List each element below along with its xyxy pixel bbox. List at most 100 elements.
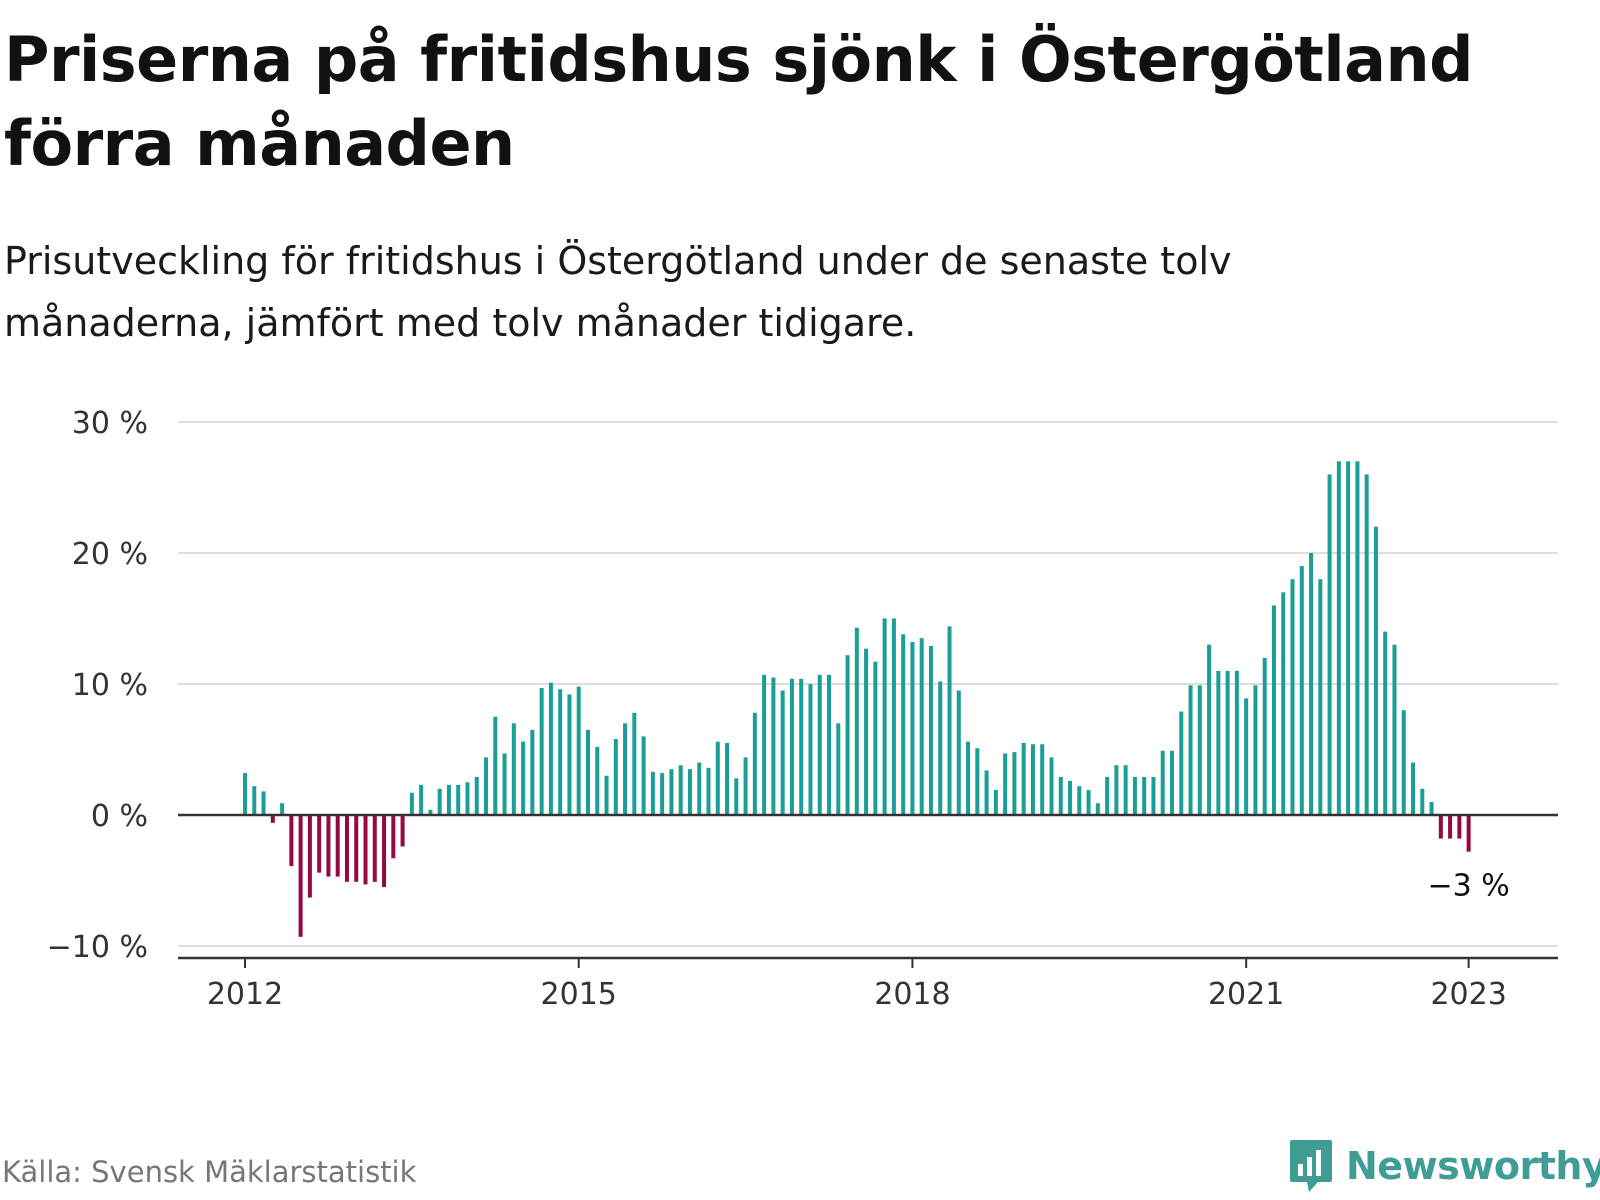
bar-positive (1420, 788, 1425, 815)
chart-bubble-icon (1290, 1140, 1332, 1192)
bar-positive (1021, 742, 1026, 815)
bar-positive (502, 753, 507, 815)
bar-positive (1392, 644, 1397, 815)
bar-positive (938, 681, 943, 815)
bar-positive (1040, 744, 1045, 815)
bar-positive (1281, 592, 1286, 815)
bar-positive (1170, 750, 1174, 815)
bar-positive (493, 716, 498, 815)
bar-positive (687, 769, 692, 815)
bar-positive (882, 618, 887, 815)
bar-positive (1309, 553, 1314, 815)
bar-positive (1197, 685, 1202, 815)
bar-negative (270, 815, 275, 823)
bar-positive (984, 770, 989, 815)
bar-positive (910, 642, 915, 815)
bar-positive (558, 689, 563, 815)
bar-negative (1466, 815, 1471, 852)
bar-positive (1188, 685, 1193, 815)
bar-negative (382, 815, 387, 888)
bar-negative (391, 815, 396, 859)
bar-positive (854, 627, 859, 815)
bar-positive (1234, 670, 1239, 815)
bar-positive (1327, 474, 1332, 815)
bar-positive (1151, 777, 1156, 815)
bar-positive (1216, 670, 1221, 815)
bar-positive (975, 748, 980, 815)
bar-positive (1271, 605, 1276, 815)
chart-title: Priserna på fritidshus sjönk i Östergötl… (4, 23, 1474, 180)
bar-positive (595, 746, 600, 815)
x-tick-label: 2012 (207, 977, 283, 1012)
bar-positive (1401, 710, 1406, 815)
bar-positive (1123, 765, 1128, 815)
bar-positive (1244, 698, 1249, 815)
bar-positive (928, 646, 933, 815)
bar-positive (956, 690, 961, 815)
bar-negative (400, 815, 405, 847)
bar-positive (947, 626, 952, 815)
bar-positive (613, 739, 618, 815)
annotations: −3 % (1428, 869, 1510, 904)
bar-positive (1346, 461, 1351, 815)
bar-positive (641, 736, 646, 815)
bar-positive (650, 771, 655, 815)
bar-positive (1207, 644, 1212, 815)
bar-positive (827, 674, 832, 815)
x-tick-label: 2015 (541, 977, 617, 1012)
bar-positive (808, 684, 813, 815)
bar-positive (1132, 777, 1137, 815)
bar-positive (864, 648, 869, 815)
bar-positive (1179, 711, 1184, 815)
bar-positive (484, 757, 489, 815)
bar-positive (1030, 744, 1035, 815)
bar-positive (697, 762, 702, 815)
y-tick-label: 10 % (72, 668, 148, 703)
bar-positive (966, 741, 971, 815)
bar-positive (1105, 777, 1110, 815)
bar-positive (780, 690, 785, 815)
bar-positive (845, 655, 850, 815)
bar-positive (725, 742, 730, 815)
x-tick-label: 2018 (874, 977, 950, 1012)
bar-negative (1457, 815, 1462, 839)
bar-positive (428, 809, 433, 815)
bar-positive (1383, 631, 1388, 815)
bar-negative (307, 815, 312, 898)
bar-positive (993, 790, 998, 815)
bar-positive (261, 791, 266, 815)
y-tick-label: −10 % (47, 930, 148, 965)
bar-positive (1364, 474, 1369, 815)
source-credit: Källa: Svensk Mäklarstatistik (2, 1155, 417, 1189)
bar-positive (548, 682, 553, 815)
newsworthy-logo: Newsworthy (1288, 1136, 1600, 1196)
bar-positive (1058, 777, 1063, 815)
bar-positive (623, 723, 628, 815)
bar-negative (354, 815, 359, 882)
bar-positive (743, 757, 748, 815)
bar-positive (660, 773, 665, 815)
bar-positive (604, 775, 609, 815)
bar-positive (456, 784, 461, 815)
bar-positive (539, 687, 544, 815)
bar-positive (817, 674, 822, 815)
y-axis-tick-labels: −10 % 0 % 10 % 20 % 30 % (47, 406, 148, 965)
bar-positive (1225, 670, 1230, 815)
bar-negative (298, 815, 303, 937)
bar-negative (335, 815, 340, 877)
bar-positive (752, 712, 757, 815)
bar-positive (521, 741, 526, 815)
bar-positive (511, 723, 516, 815)
bar-negative (289, 815, 294, 867)
bar-positive (1262, 657, 1267, 815)
x-tick-label: 2023 (1430, 977, 1506, 1012)
axes (178, 813, 1558, 960)
bar-positive (280, 803, 285, 815)
bar-positive (836, 723, 841, 815)
bar-negative (1448, 815, 1453, 839)
bar-positive (891, 618, 896, 815)
bar-positive (1095, 803, 1100, 815)
bar-chart: −10 % 0 % 10 % 20 % 30 % 2012 2015 2018 2021 202… (47, 406, 1558, 1012)
bar-positive (771, 677, 776, 815)
bar-positive (419, 784, 424, 815)
